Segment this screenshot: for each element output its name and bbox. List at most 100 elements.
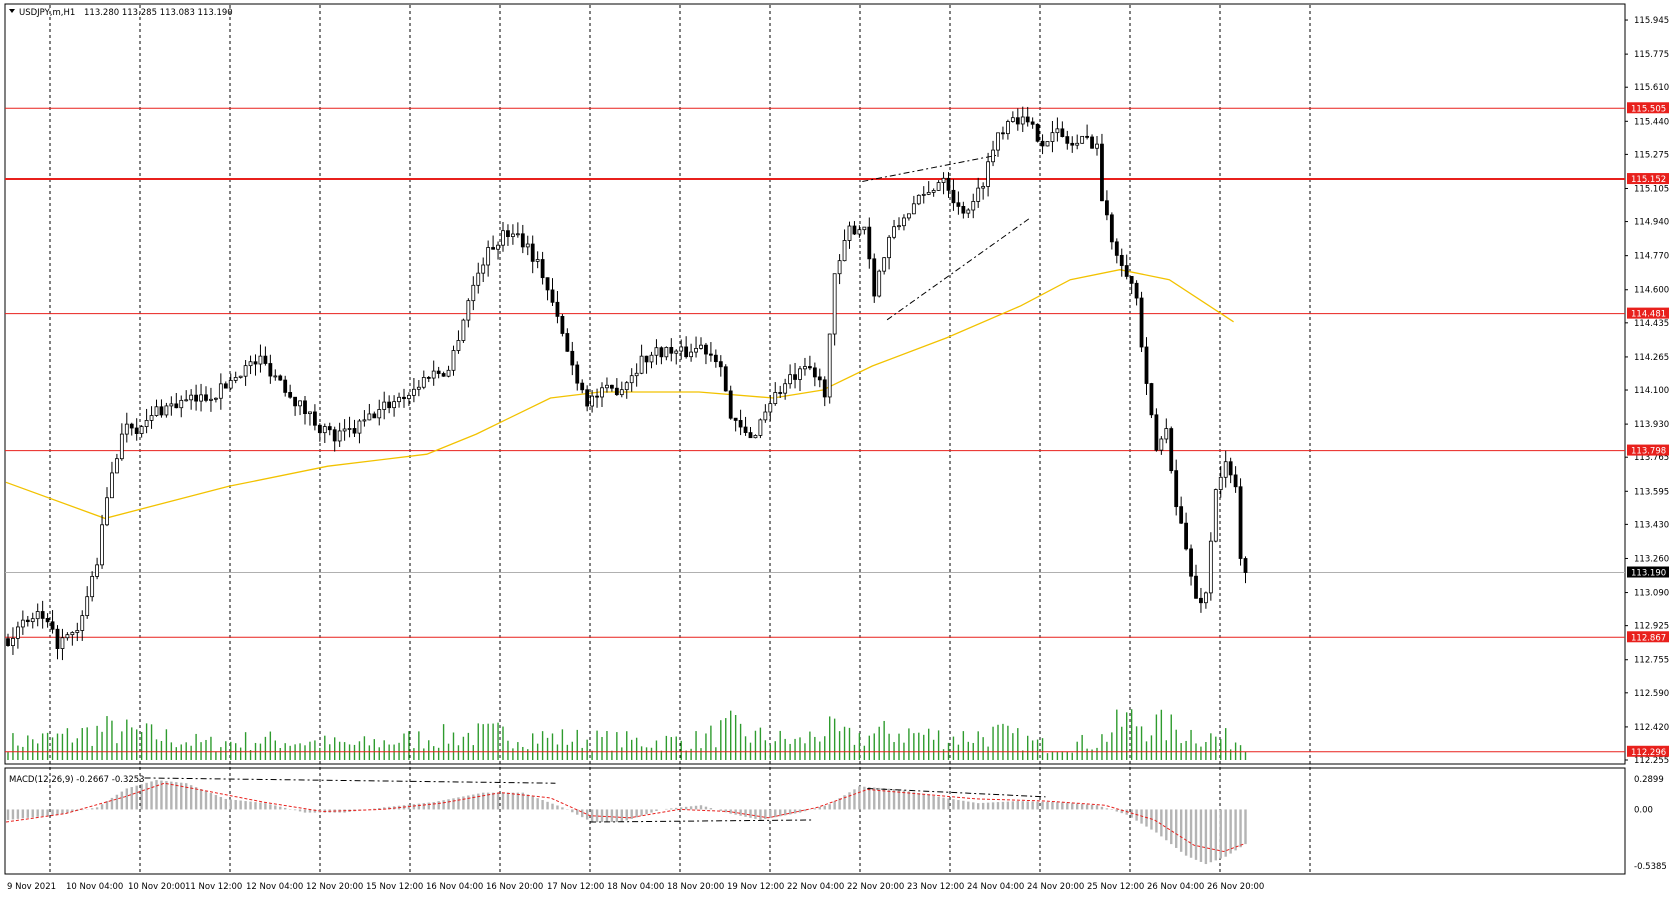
candle-body: [783, 383, 788, 394]
candle-body: [496, 244, 500, 250]
macd-trend-line: [144, 777, 556, 784]
candle-body: [426, 377, 431, 379]
candle-body: [867, 226, 872, 260]
time-label: 10 Nov 04:00: [66, 882, 123, 892]
candle-body: [209, 398, 213, 401]
trend-lines: [862, 154, 1031, 321]
candle-body: [921, 193, 926, 196]
candle-body: [204, 394, 208, 401]
candle-body: [95, 564, 99, 577]
candle-body: [1134, 282, 1139, 299]
candle-body: [1174, 470, 1179, 508]
candle-body: [1100, 143, 1104, 202]
candle-body: [639, 355, 644, 374]
candle-body: [926, 191, 931, 195]
candle-body: [228, 380, 233, 389]
candle-body: [342, 428, 347, 432]
current-price-tag: 113.190: [1631, 569, 1666, 579]
candle-body: [614, 387, 619, 396]
candle-body: [649, 354, 654, 363]
price-tick-label: 112.590: [1634, 689, 1669, 699]
candle-body: [189, 394, 194, 401]
moving-average-line: [5, 269, 1234, 520]
candle-body: [644, 355, 649, 363]
candle-body: [659, 347, 664, 358]
candle-body: [1238, 486, 1243, 559]
candle-body: [30, 618, 35, 623]
price-tick-label: 115.610: [1634, 83, 1669, 93]
time-label: 25 Nov 12:00: [1087, 882, 1144, 892]
candle-body: [1050, 132, 1055, 142]
candle-body: [441, 373, 446, 377]
time-label: 23 Nov 12:00: [907, 882, 964, 892]
price-tick-label: 113.765: [1634, 453, 1669, 463]
time-label: 17 Nov 12:00: [547, 882, 604, 892]
candle-body: [347, 428, 352, 430]
candle-body: [367, 413, 372, 421]
candle-body: [327, 426, 332, 431]
price-level-tags: 115.505 115.152 114.481 113.798 112.867 112.2…: [1627, 102, 1669, 758]
collapse-triangle-icon[interactable]: [9, 9, 15, 13]
macd-label: MACD(12,26,9) -0.2667 -0.3253: [9, 775, 145, 785]
candle-body: [862, 226, 867, 231]
candle-body: [119, 433, 124, 460]
level-tag-bg: [1627, 102, 1669, 114]
candle-body: [159, 406, 164, 416]
candle-body: [1060, 128, 1065, 137]
candle-body: [1090, 136, 1094, 149]
candle-body: [352, 428, 357, 434]
candle-body: [124, 423, 129, 435]
candle-body: [466, 300, 471, 321]
symbol-label: USDJPY,m,H1: [19, 8, 75, 18]
candle-body: [812, 367, 817, 378]
price-tick-label: 114.265: [1634, 353, 1669, 363]
candle-body: [619, 389, 624, 396]
candle-body: [1015, 117, 1020, 125]
candle-body: [1114, 241, 1119, 256]
macd-tick-label: 0.00: [1634, 805, 1653, 815]
candle-body: [773, 392, 778, 405]
candle-body: [986, 161, 990, 187]
candle-body: [174, 403, 179, 409]
level-tag-bg: [1627, 444, 1669, 456]
time-label: 12 Nov 20:00: [306, 882, 363, 892]
macd-tick-label: 0.2899: [1634, 775, 1664, 785]
candle-body: [491, 247, 496, 250]
ohlc-label: 113.280 113.285 113.083 113.190: [84, 8, 233, 18]
candle-body: [199, 394, 203, 402]
candle-body: [535, 259, 540, 262]
candle-body: [60, 637, 65, 649]
level-tag-bg: [1627, 173, 1669, 185]
candle-body: [822, 379, 827, 398]
time-label: 12 Nov 04:00: [246, 882, 303, 892]
time-label: 16 Nov 20:00: [486, 882, 543, 892]
candle-body: [283, 379, 288, 393]
candle-body: [684, 346, 689, 358]
candle-body: [436, 370, 441, 374]
candle-body: [704, 344, 708, 355]
level-tag: 112.296: [1631, 748, 1666, 758]
candle-body: [808, 366, 812, 369]
candle-body: [456, 340, 461, 351]
candle-body: [852, 225, 857, 235]
candle-body: [555, 301, 560, 317]
candle-body: [1010, 117, 1015, 122]
candle-body: [461, 319, 466, 341]
candle-body: [154, 406, 159, 416]
candle-body: [248, 361, 253, 367]
candle-body: [897, 225, 901, 228]
level-tag-bg: [1627, 307, 1669, 319]
candle-body: [332, 429, 337, 442]
time-label: 24 Nov 04:00: [967, 882, 1024, 892]
level-tag-bg: [1627, 745, 1669, 757]
candle-body: [877, 270, 882, 297]
price-tick-label: 115.945: [1634, 16, 1669, 26]
candle-body: [1189, 548, 1193, 577]
candle-body: [634, 372, 639, 377]
candle-body: [506, 230, 510, 237]
candle-body: [793, 374, 797, 380]
time-label: 22 Nov 04:00: [787, 882, 844, 892]
candle-body: [1085, 135, 1089, 138]
time-label: 16 Nov 04:00: [426, 882, 483, 892]
